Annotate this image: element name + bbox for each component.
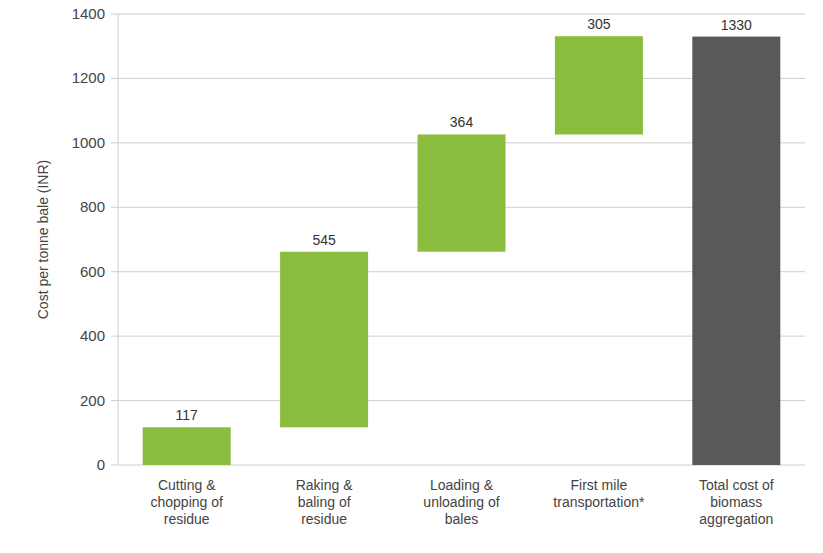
category-label-line: chopping of (150, 494, 223, 510)
tick-label: 600 (80, 263, 105, 280)
category-label: Loading &unloading ofbales (423, 477, 499, 527)
grid-line (118, 14, 805, 15)
waterfall-bar (555, 36, 643, 134)
tick-mark (111, 207, 118, 208)
tick-label: 800 (80, 198, 105, 215)
tick-mark (111, 14, 118, 15)
marks (143, 36, 781, 465)
category-label-line: baling of (298, 494, 351, 510)
category-label-line: First mile (571, 477, 628, 493)
tick-label: 200 (80, 392, 105, 409)
data-label: 364 (450, 114, 474, 130)
grid (111, 14, 805, 465)
category-label-line: aggregation (699, 511, 773, 527)
tick-label: 1200 (72, 69, 105, 86)
waterfall-bar (418, 134, 506, 251)
data-label: 1330 (721, 17, 752, 33)
tick-label: 1400 (72, 5, 105, 22)
tick-label: 0 (97, 456, 105, 473)
category-label: Total cost ofbiomassaggregation (699, 477, 774, 527)
tick-mark (111, 336, 118, 337)
category-label-line: unloading of (423, 494, 499, 510)
category-label-line: residue (164, 511, 210, 527)
waterfall-bar (280, 252, 368, 428)
category-label-line: Raking & (296, 477, 353, 493)
data-label: 117 (176, 407, 199, 423)
total-bar (692, 37, 780, 465)
category-label-line: Loading & (430, 477, 494, 493)
chart-container: 0 200 400 600 800 1000 1200 1400 Cost per tonne … (0, 0, 823, 553)
tick-label: 1000 (72, 134, 105, 151)
category-label-line: Cutting & (158, 477, 216, 493)
category-label-line: bales (445, 511, 478, 527)
category-label-line: residue (301, 511, 347, 527)
data-label: 305 (587, 16, 611, 32)
tick-mark (111, 400, 118, 401)
category-label-line: Total cost of (699, 477, 774, 493)
category-label: Cutting &chopping ofresidue (150, 477, 223, 527)
tick-mark (111, 271, 118, 272)
chart-svg: 0 200 400 600 800 1000 1200 1400 Cost per tonne … (0, 0, 823, 553)
category-label: Raking &baling ofresidue (296, 477, 353, 527)
category-label-line: transportation* (553, 494, 645, 510)
category-label-line: biomass (710, 494, 762, 510)
tick-mark (111, 78, 118, 79)
data-label: 545 (312, 232, 336, 248)
y-axis-line (118, 14, 119, 465)
tick-mark (111, 465, 118, 466)
tick-mark (111, 142, 118, 143)
y-axis-label: Cost per tonne bale (INR) (35, 160, 51, 320)
tick-label: 400 (80, 327, 105, 344)
category-label: First miletransportation* (553, 477, 645, 510)
waterfall-bar (143, 427, 231, 465)
